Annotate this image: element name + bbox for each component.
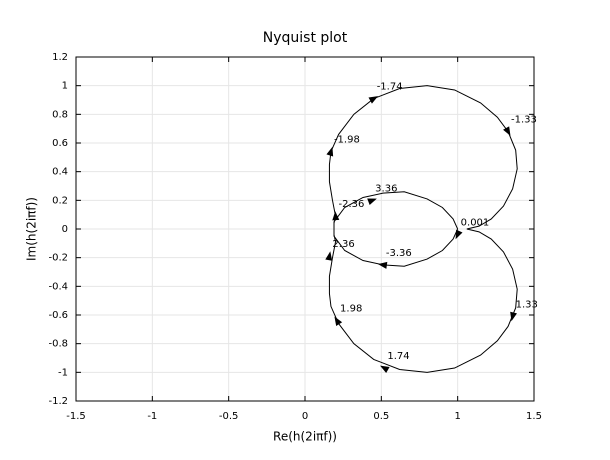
- y-tick-label: 0.6: [52, 138, 68, 149]
- y-tick-label: -0.2: [48, 253, 68, 264]
- direction-arrow: [326, 146, 334, 157]
- plot-frame: [75, 56, 535, 402]
- y-tick-label: 1.2: [52, 52, 68, 63]
- x-tick-label: 1: [454, 411, 460, 422]
- direction-arrow: [380, 365, 390, 374]
- direction-arrow: [325, 251, 333, 261]
- frequency-label: 1.98: [340, 304, 362, 315]
- x-tick-label: 1.5: [526, 411, 542, 422]
- x-tick-label: -1: [147, 411, 157, 422]
- y-tick-label: 0.2: [52, 195, 68, 206]
- y-axis-label: Im(h(2iπf)): [25, 197, 39, 261]
- y-tick-label: 0.8: [52, 109, 68, 120]
- frequency-label: -1.33: [511, 115, 537, 126]
- x-tick-label: -0.5: [219, 411, 239, 422]
- frequency-label: -1.98: [334, 135, 360, 146]
- y-tick-label: -1: [58, 367, 68, 378]
- frequency-label: 1.74: [387, 351, 409, 362]
- x-tick-label: 0.5: [373, 411, 389, 422]
- y-tick-label: -0.4: [48, 281, 68, 292]
- direction-arrow: [332, 211, 340, 221]
- frequency-label: 0.001: [461, 218, 490, 229]
- x-tick-label: -1.5: [66, 411, 86, 422]
- x-axis-label: Re(h(2iπf)): [273, 430, 337, 444]
- direction-arrow: [503, 126, 511, 136]
- y-tick-label: -1.2: [48, 396, 68, 407]
- x-tick-label: 0: [302, 411, 308, 422]
- y-tick-label: -0.6: [48, 310, 68, 321]
- y-tick-label: -0.8: [48, 339, 68, 350]
- frequency-label: 3.36: [375, 183, 397, 194]
- direction-arrow: [367, 198, 377, 206]
- frequency-label: 1.33: [516, 299, 538, 310]
- frequency-label: 2.36: [332, 239, 354, 250]
- direction-arrow: [455, 229, 463, 240]
- frequency-label: -1.74: [377, 82, 403, 93]
- direction-arrow: [377, 261, 388, 269]
- frequency-label: -2.36: [339, 199, 365, 210]
- y-tick-label: 1: [62, 81, 68, 92]
- frequency-label: -3.36: [386, 248, 412, 259]
- y-tick-label: 0.4: [52, 167, 68, 178]
- direction-arrow: [510, 311, 517, 322]
- direction-arrow: [334, 316, 343, 326]
- y-tick-label: 0: [62, 224, 68, 235]
- direction-arrow: [368, 96, 379, 104]
- chart-title: Nyquist plot: [263, 30, 348, 46]
